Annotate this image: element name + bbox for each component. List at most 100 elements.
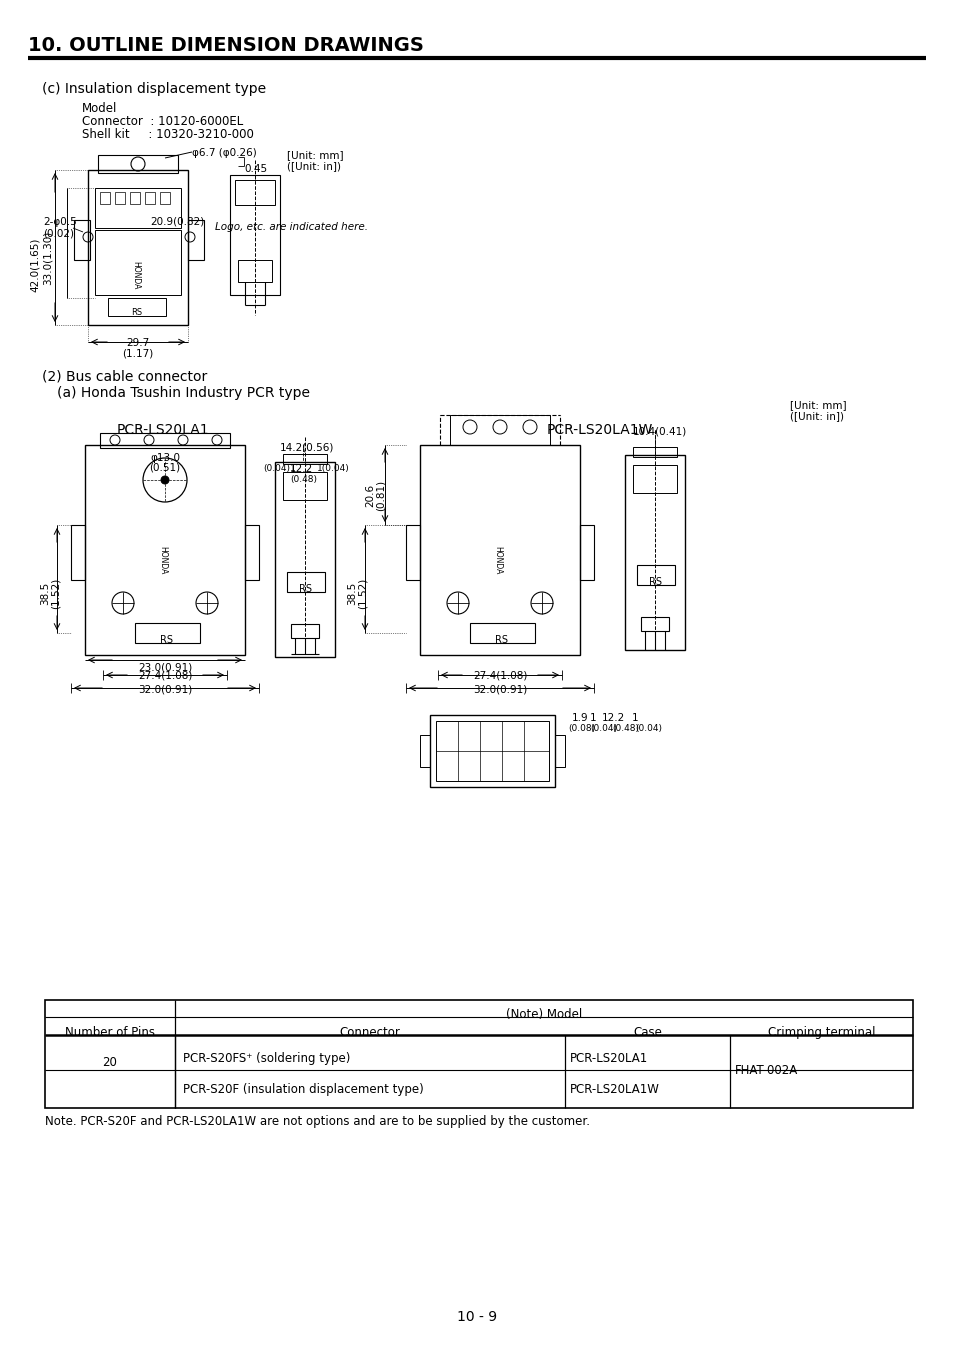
Text: PCR-LS20LA1: PCR-LS20LA1 — [116, 423, 209, 437]
Text: 27.4(1.08): 27.4(1.08) — [137, 671, 192, 680]
Text: (0.08): (0.08) — [567, 724, 595, 733]
Text: 12.2: 12.2 — [290, 464, 313, 474]
Bar — [640, 617, 668, 630]
Text: RS: RS — [495, 634, 508, 645]
Text: 10.4(0.41): 10.4(0.41) — [633, 427, 686, 437]
Bar — [633, 447, 677, 458]
Bar — [95, 230, 181, 296]
Text: φ13.0: φ13.0 — [150, 454, 180, 463]
Bar — [108, 298, 166, 316]
Bar — [291, 624, 318, 639]
Bar — [234, 180, 274, 205]
Text: 1: 1 — [631, 713, 638, 724]
Bar — [406, 525, 419, 580]
Text: 38.5: 38.5 — [347, 582, 356, 605]
Bar — [135, 622, 200, 643]
Text: 2-φ0.5: 2-φ0.5 — [43, 217, 76, 227]
Text: Model: Model — [82, 103, 117, 115]
Text: (1.52): (1.52) — [357, 578, 368, 609]
Text: RS: RS — [132, 308, 142, 317]
Text: 32.0(0.91): 32.0(0.91) — [138, 684, 192, 694]
Text: 20: 20 — [103, 1056, 117, 1069]
Text: (0.48): (0.48) — [612, 724, 639, 733]
Bar — [71, 525, 85, 580]
Text: HONDA: HONDA — [493, 545, 501, 574]
Text: RS: RS — [299, 585, 313, 594]
Text: (2) Bus cable connector: (2) Bus cable connector — [42, 370, 207, 383]
Bar — [245, 525, 258, 580]
Text: 33.0(1.30): 33.0(1.30) — [43, 231, 53, 285]
Text: (0.81): (0.81) — [375, 479, 386, 510]
Bar — [95, 188, 181, 228]
Text: 38.5: 38.5 — [40, 582, 50, 605]
Text: 10. OUTLINE DIMENSION DRAWINGS: 10. OUTLINE DIMENSION DRAWINGS — [28, 36, 423, 55]
Text: [Unit: mm]: [Unit: mm] — [789, 400, 845, 410]
Text: (0.02): (0.02) — [43, 228, 74, 238]
Text: PCR-S20FS⁺ (soldering type): PCR-S20FS⁺ (soldering type) — [183, 1052, 350, 1065]
Text: Shell kit     : 10320-3210-000: Shell kit : 10320-3210-000 — [82, 128, 253, 140]
Text: 10 - 9: 10 - 9 — [456, 1310, 497, 1324]
Text: 42.0(1.65): 42.0(1.65) — [30, 238, 40, 292]
Bar — [419, 446, 579, 655]
Text: [Unit: mm]: [Unit: mm] — [287, 150, 343, 161]
Text: RS: RS — [160, 634, 173, 645]
Text: Crimping terminal: Crimping terminal — [767, 1026, 874, 1040]
Text: 0.45: 0.45 — [244, 163, 267, 174]
Text: 32.0(0.91): 32.0(0.91) — [473, 684, 527, 694]
Text: (0.51): (0.51) — [150, 463, 180, 472]
Text: (0.04)1: (0.04)1 — [263, 464, 295, 472]
Text: Number of Pins: Number of Pins — [65, 1026, 154, 1040]
Text: PCR-S20F (insulation displacement type): PCR-S20F (insulation displacement type) — [183, 1083, 423, 1096]
Bar — [274, 462, 335, 657]
Text: 23.0(0.91): 23.0(0.91) — [138, 663, 192, 674]
Bar — [45, 1000, 912, 1108]
Bar — [100, 433, 230, 448]
Text: FHAT-002A: FHAT-002A — [734, 1064, 798, 1076]
Text: (Note) Model: (Note) Model — [505, 1008, 581, 1021]
Bar — [283, 472, 327, 499]
Text: Case: Case — [633, 1026, 661, 1040]
Bar — [115, 192, 125, 204]
Text: HONDA: HONDA — [158, 545, 167, 574]
Bar — [130, 192, 140, 204]
Bar — [145, 192, 154, 204]
Text: φ6.7 (φ0.26): φ6.7 (φ0.26) — [192, 148, 256, 158]
Text: Connector  : 10120-6000EL: Connector : 10120-6000EL — [82, 115, 243, 128]
Bar — [287, 572, 325, 593]
Text: 1(0.04): 1(0.04) — [316, 464, 350, 472]
Bar — [436, 721, 548, 782]
Text: Logo, etc. are indicated here.: Logo, etc. are indicated here. — [214, 221, 368, 232]
Text: PCR-LS20LA1W: PCR-LS20LA1W — [546, 423, 653, 437]
Text: 29.7: 29.7 — [126, 338, 150, 348]
Text: (0.04): (0.04) — [589, 724, 617, 733]
Bar — [188, 220, 204, 261]
Text: 1: 1 — [589, 713, 596, 724]
Bar — [450, 414, 550, 446]
Bar — [230, 176, 280, 296]
Text: (1.17): (1.17) — [122, 350, 153, 359]
Bar — [637, 566, 675, 585]
Bar — [470, 622, 535, 643]
Bar — [555, 734, 564, 767]
Bar — [100, 192, 110, 204]
Bar — [160, 192, 170, 204]
Bar — [85, 446, 245, 655]
Text: 12.2: 12.2 — [601, 713, 624, 724]
Text: (c) Insulation displacement type: (c) Insulation displacement type — [42, 82, 266, 96]
Bar — [237, 261, 272, 282]
Text: 27.4(1.08): 27.4(1.08) — [473, 671, 527, 680]
Text: 20.9(0.82): 20.9(0.82) — [150, 217, 204, 227]
Text: RS: RS — [649, 576, 661, 587]
Text: 1.9: 1.9 — [572, 713, 588, 724]
Text: 14.2(0.56): 14.2(0.56) — [280, 441, 334, 452]
Bar — [88, 170, 188, 325]
Bar — [633, 464, 677, 493]
Text: Connector: Connector — [339, 1026, 400, 1040]
Text: PCR-LS20LA1: PCR-LS20LA1 — [569, 1052, 648, 1065]
Text: HONDA: HONDA — [131, 261, 140, 289]
Text: PCR-LS20LA1W: PCR-LS20LA1W — [569, 1083, 659, 1096]
Bar — [430, 716, 555, 787]
Text: (0.04): (0.04) — [635, 724, 661, 733]
Bar — [579, 525, 594, 580]
Circle shape — [161, 477, 169, 485]
